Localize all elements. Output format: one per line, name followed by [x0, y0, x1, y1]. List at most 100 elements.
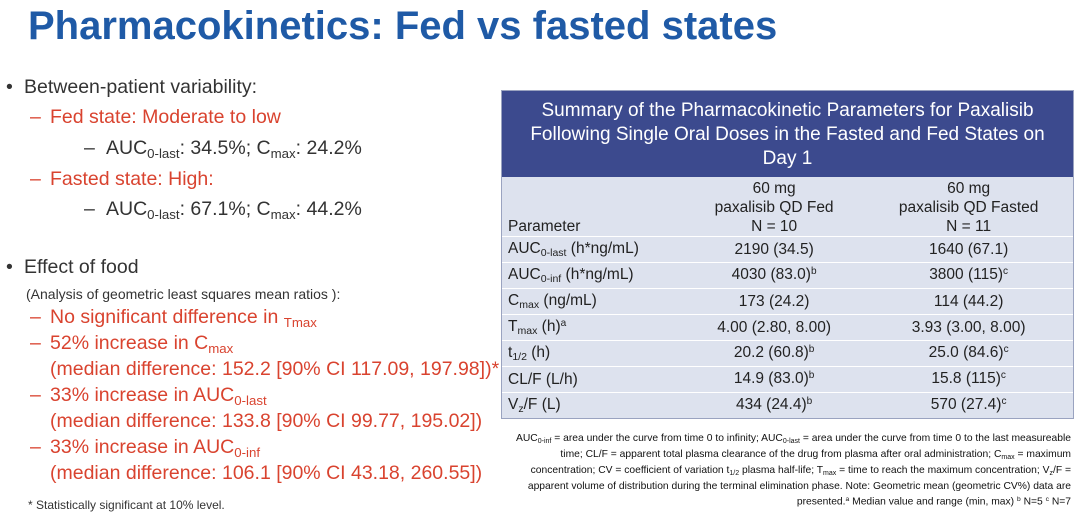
text: 33% increase in AUC0-last: [50, 384, 267, 408]
header-line: Parameter: [508, 218, 581, 235]
parameter-cell: AUC0-inf (h*ng/mL): [502, 262, 684, 289]
text-run: 173 (24.2): [738, 292, 810, 310]
text-run: : 24.2%: [295, 137, 362, 159]
header-line: N = 10: [751, 218, 798, 235]
header-row: Parameter 60 mg paxalisib QD Fed N = 10 60 m…: [502, 177, 1073, 237]
table-row: t1/2 (h) 20.2 (60.8)b 25.0 (84.6)c: [502, 340, 1073, 367]
sub-bullet: No significant difference in Tmax: [30, 306, 317, 330]
text-run: N=7: [1048, 496, 1071, 508]
value-cell: 434 (24.4)b: [684, 392, 865, 418]
superscript: b: [1016, 496, 1021, 504]
text-run: CL/F (L/h): [508, 370, 578, 388]
subscript: 0-last: [782, 438, 800, 446]
parameter-cell: Vz/F (L): [502, 392, 684, 418]
text-run: 1640 (67.1): [928, 240, 1009, 258]
subscript: max: [270, 206, 296, 222]
text-run: (ng/mL): [539, 291, 597, 309]
detail: (median difference: 133.8 [90% CI 99.77,…: [50, 410, 483, 432]
text-run: (h): [526, 343, 551, 361]
sub-bullet: 33% increase in AUC0-inf: [30, 436, 260, 460]
footnote: * Statistically significant at 10% level…: [28, 498, 225, 512]
parameter-cell: AUC0-last (h*ng/mL): [502, 236, 684, 263]
parameter-cell: CL/F (L/h): [502, 366, 684, 393]
text-run: : 44.2%: [295, 198, 362, 220]
superscript: a: [845, 496, 850, 504]
text-run: No significant difference in: [50, 306, 284, 328]
table-row: Tmax (h)a 4.00 (2.80, 8.00) 3.93 (3.00, 8.…: [502, 314, 1073, 341]
header-line: 60 mg: [752, 180, 796, 197]
text-run: AUC: [106, 137, 148, 159]
text-run: = maximum concentration; CV = coefficien…: [530, 449, 1071, 477]
parameter-cell: t1/2 (h): [502, 340, 684, 367]
text-run: (h*ng/mL): [566, 239, 639, 257]
text-run: : 34.5%; C: [179, 137, 271, 159]
value-cell: 4030 (83.0)b: [684, 262, 865, 289]
subscript: 0-last: [147, 206, 180, 222]
value-cell: 15.8 (115)c: [864, 366, 1073, 393]
value-cell: 114 (44.2): [864, 288, 1073, 315]
text-run: N=5: [1020, 496, 1046, 508]
note: (Analysis of geometric least squares mea…: [26, 286, 341, 302]
text-run: 33% increase in AUC: [50, 436, 235, 458]
subscript: 1/2: [512, 351, 527, 364]
text: 33% increase in AUC0-inf: [50, 436, 260, 460]
subscript: Tmax: [283, 314, 317, 330]
text: Fed state: Moderate to low: [50, 106, 281, 128]
text: No significant difference in Tmax: [50, 306, 317, 330]
text-run: = time to reach the maximum concentratio…: [836, 465, 1050, 477]
text-run: = area under the curve from time 0 to in…: [551, 433, 783, 444]
column-header: 60 mg paxalisib QD Fasted N = 11: [864, 177, 1073, 237]
value-cell: 3.93 (3.00, 8.00): [864, 314, 1073, 341]
text-run: plasma half-life; T: [739, 465, 824, 477]
parameter-cell: Tmax (h)a: [502, 314, 684, 341]
text-run: 4030 (83.0): [731, 266, 811, 284]
subscript: max: [208, 340, 234, 356]
text-run: (h): [537, 317, 561, 335]
text-run: 33% increase in AUC: [50, 384, 235, 406]
table-row: AUC0-last (h*ng/mL) 2190 (34.5) 1640 (67.1…: [502, 236, 1073, 263]
superscript: b: [808, 344, 815, 356]
text: AUC0-last: 67.1%; Cmax: 44.2%: [106, 198, 362, 222]
text-run: AUC: [106, 198, 148, 220]
header-line: 60 mg: [947, 180, 991, 197]
text-run: /F (L): [523, 395, 561, 413]
text-run: 570 (27.4): [930, 396, 1002, 414]
text-run: C: [508, 291, 520, 309]
sub-bullet: 33% increase in AUC0-last: [30, 384, 267, 408]
sub-bullet: Fed state: Moderate to low: [30, 106, 281, 129]
subscript: max: [823, 470, 837, 478]
column-header: Parameter: [502, 177, 684, 237]
text-run: 3800 (115): [929, 266, 1004, 284]
value-cell: 2190 (34.5): [684, 236, 865, 263]
header-line: paxalisib QD Fasted: [898, 199, 1039, 216]
table-row: Cmax (ng/mL) 173 (24.2) 114 (44.2): [502, 288, 1073, 315]
subscript: 0-last: [540, 247, 567, 260]
subscript: 0-inf: [540, 273, 562, 286]
sub-sub-bullet: AUC0-last: 34.5%; Cmax: 24.2%: [84, 137, 362, 161]
text-run: 2190 (34.5): [734, 240, 814, 258]
superscript: b: [806, 396, 813, 408]
subscript: max: [519, 299, 540, 312]
value-cell: 1640 (67.1): [864, 236, 1073, 263]
table-row: Vz/F (L) 434 (24.4)b 570 (27.4)c: [502, 392, 1073, 418]
text-run: (h*ng/mL): [561, 265, 634, 283]
table-title: Summary of the Pharmacokinetic Parameter…: [502, 91, 1073, 177]
value-cell: 25.0 (84.6)c: [864, 340, 1073, 367]
sub-sub-bullet: AUC0-last: 67.1%; Cmax: 44.2%: [84, 198, 362, 222]
superscript: b: [810, 266, 817, 278]
value-cell: 173 (24.2): [684, 288, 865, 315]
slide-title: Pharmacokinetics: Fed vs fasted states: [28, 4, 778, 48]
parameter-cell: Cmax (ng/mL): [502, 288, 684, 315]
superscript: c: [1000, 370, 1006, 382]
text-run: 20.2 (60.8): [733, 344, 809, 362]
sub-bullet: 52% increase in Cmax: [30, 332, 233, 356]
table-row: CL/F (L/h) 14.9 (83.0)b 15.8 (115)c: [502, 366, 1073, 393]
subscript: z: [518, 403, 524, 416]
text-run: = area under the curve from time 0 to th…: [560, 433, 1071, 461]
detail: (median difference: 152.2 [90% CI 117.09…: [50, 358, 500, 380]
text-run: 114 (44.2): [933, 292, 1004, 310]
value-cell: 4.00 (2.80, 8.00): [684, 314, 865, 341]
text-run: 3.93 (3.00, 8.00): [911, 318, 1026, 336]
superscript: c: [1003, 344, 1009, 356]
